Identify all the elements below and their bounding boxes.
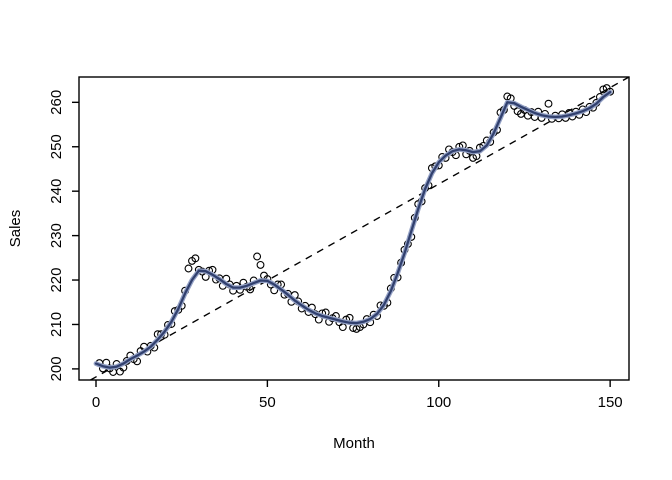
x-tick-label: 150 xyxy=(598,394,623,411)
y-tick-label: 250 xyxy=(48,134,65,159)
data-point xyxy=(253,252,262,261)
lowess-line xyxy=(94,90,612,369)
plot-border xyxy=(78,76,630,381)
data-point xyxy=(256,260,265,269)
y-tick-label: 240 xyxy=(48,179,65,204)
y-tick-label: 210 xyxy=(48,312,65,337)
data-point xyxy=(191,254,200,263)
data-point xyxy=(544,99,553,108)
trend-line xyxy=(90,76,630,381)
data-point xyxy=(599,85,608,94)
x-axis-label: Month xyxy=(333,435,375,452)
y-tick-label: 260 xyxy=(48,90,65,115)
y-tick-label: 230 xyxy=(48,223,65,248)
lowess-band xyxy=(93,89,613,371)
x-tick-label: 100 xyxy=(426,394,451,411)
y-tick-label: 220 xyxy=(48,268,65,293)
data-point xyxy=(338,323,347,332)
x-tick-label: 0 xyxy=(92,394,100,411)
x-tick-label: 50 xyxy=(259,394,276,411)
y-tick-label: 200 xyxy=(48,356,65,381)
data-point xyxy=(184,264,193,273)
y-axis-label: Sales xyxy=(7,210,24,248)
